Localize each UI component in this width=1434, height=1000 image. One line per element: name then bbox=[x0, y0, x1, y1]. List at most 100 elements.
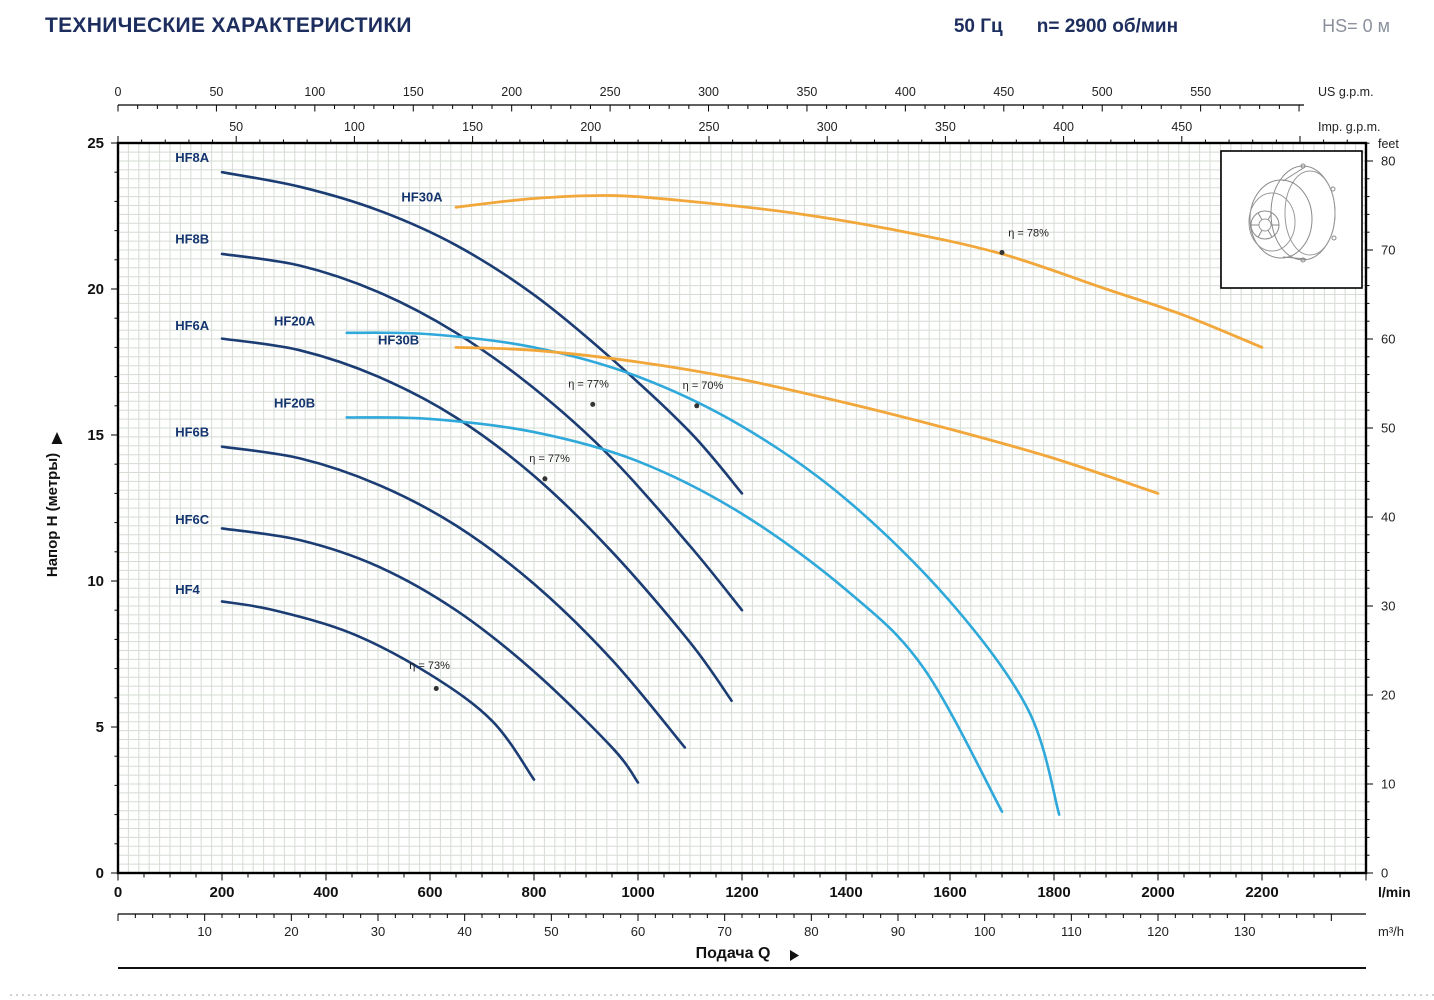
m3h-unit: m³/h bbox=[1378, 924, 1404, 939]
svg-text:250: 250 bbox=[600, 85, 621, 99]
svg-text:450: 450 bbox=[993, 85, 1014, 99]
feet-unit: feet bbox=[1378, 137, 1399, 151]
svg-text:20: 20 bbox=[1381, 687, 1395, 702]
svg-text:1800: 1800 bbox=[1037, 884, 1070, 901]
svg-text:50: 50 bbox=[229, 120, 243, 134]
svg-text:0: 0 bbox=[114, 884, 122, 901]
svg-text:40: 40 bbox=[457, 924, 471, 939]
axis-head-m: 0 5 10 15 20 25 bbox=[87, 135, 118, 882]
svg-text:90: 90 bbox=[891, 924, 905, 939]
efficiency-label: η = 73% bbox=[409, 660, 450, 672]
pump-image bbox=[1220, 150, 1363, 289]
axis-m3h: 10 20 30 40 50 60 70 80 90 100 110 120 130 m³/h bbox=[117, 913, 1404, 939]
svg-text:30: 30 bbox=[371, 924, 385, 939]
axis-feet: 0 10 20 30 40 50 60 70 80 feet bbox=[1366, 137, 1399, 881]
efficiency-dot bbox=[694, 403, 700, 409]
svg-text:80: 80 bbox=[1381, 153, 1395, 168]
svg-text:5: 5 bbox=[96, 719, 104, 736]
curve-label-hf6b: HF6B bbox=[175, 424, 209, 439]
frequency-value: 50 Гц bbox=[953, 16, 1003, 37]
svg-text:550: 550 bbox=[1190, 85, 1211, 99]
curve-hf8b bbox=[220, 252, 744, 612]
efficiency-dot bbox=[433, 685, 439, 691]
efficiency-label: η = 77% bbox=[529, 453, 570, 465]
efficiency-labels: η = 78% η = 77% η = 70% η = 77% η = 73% bbox=[409, 227, 1049, 691]
svg-text:1000: 1000 bbox=[621, 884, 654, 901]
efficiency-dot bbox=[590, 401, 596, 407]
x-axis-arrow-icon bbox=[790, 950, 799, 961]
curve-label-hf6c: HF6C bbox=[175, 512, 210, 527]
svg-text:70: 70 bbox=[1381, 242, 1395, 257]
header: ТЕХНИЧЕСКИЕ ХАРАКТЕРИСТИКИ 50 Гц n= 2900… bbox=[45, 14, 1390, 38]
svg-text:80: 80 bbox=[804, 924, 818, 939]
svg-text:250: 250 bbox=[699, 120, 720, 134]
svg-text:120: 120 bbox=[1147, 924, 1169, 939]
curve-hf6a bbox=[220, 337, 733, 703]
svg-text:200: 200 bbox=[580, 120, 601, 134]
svg-text:300: 300 bbox=[817, 120, 838, 134]
specs: 50 Гц n= 2900 об/мин HS= 0 м bbox=[954, 16, 1390, 38]
svg-text:0: 0 bbox=[115, 85, 122, 99]
svg-text:10: 10 bbox=[197, 924, 211, 939]
us-gpm-unit: US g.p.m. bbox=[1318, 85, 1374, 99]
svg-text:1400: 1400 bbox=[829, 884, 862, 901]
curve-hf20b bbox=[345, 416, 1004, 813]
curve-hf30a bbox=[454, 194, 1264, 349]
lmin-unit: l/min bbox=[1378, 884, 1411, 900]
svg-text:2000: 2000 bbox=[1141, 884, 1174, 901]
curve-hf6b bbox=[220, 445, 687, 749]
curve-label-hf20a: HF20A bbox=[274, 314, 316, 329]
x-axis-title: Подача Q bbox=[696, 945, 771, 962]
svg-text:20: 20 bbox=[87, 281, 104, 298]
svg-text:350: 350 bbox=[797, 85, 818, 99]
svg-text:200: 200 bbox=[209, 884, 234, 901]
pump-curves bbox=[220, 170, 1264, 816]
svg-text:60: 60 bbox=[631, 924, 645, 939]
svg-text:350: 350 bbox=[935, 120, 956, 134]
x-axis-title-group: Подача Q bbox=[696, 945, 799, 962]
curve-hf30b bbox=[454, 346, 1160, 495]
svg-text:150: 150 bbox=[462, 120, 483, 134]
speed-value: n= 2900 об/мин bbox=[1036, 16, 1179, 37]
svg-text:50: 50 bbox=[209, 85, 223, 99]
svg-text:800: 800 bbox=[521, 884, 546, 901]
svg-text:70: 70 bbox=[717, 924, 731, 939]
svg-text:50: 50 bbox=[544, 924, 558, 939]
curve-label-hf6a: HF6A bbox=[175, 318, 210, 333]
svg-text:100: 100 bbox=[974, 924, 996, 939]
curve-label-hf20b: HF20B bbox=[274, 395, 315, 410]
svg-text:150: 150 bbox=[403, 85, 424, 99]
curve-hf20a bbox=[345, 331, 1061, 816]
curve-label-hf4: HF4 bbox=[175, 582, 200, 597]
svg-text:130: 130 bbox=[1234, 924, 1256, 939]
svg-text:10: 10 bbox=[87, 573, 104, 590]
svg-text:110: 110 bbox=[1061, 924, 1082, 939]
svg-text:0: 0 bbox=[96, 865, 104, 882]
efficiency-label: η = 70% bbox=[683, 380, 724, 392]
curve-hf8a bbox=[220, 170, 744, 495]
axis-lmin: 0 200 400 600 800 1000 1200 1400 1600 1800 2000 220… bbox=[114, 873, 1411, 901]
svg-text:40: 40 bbox=[1381, 509, 1395, 524]
svg-text:10: 10 bbox=[1381, 776, 1395, 791]
efficiency-dot bbox=[999, 250, 1005, 255]
svg-text:500: 500 bbox=[1092, 85, 1113, 99]
curve-labels: HF8A HF8B HF6A HF6B HF6C HF4 HF20A HF20B HF30A HF… bbox=[175, 150, 443, 597]
curve-hf4 bbox=[220, 600, 536, 781]
svg-text:60: 60 bbox=[1381, 331, 1395, 346]
svg-text:400: 400 bbox=[1053, 120, 1074, 134]
svg-text:300: 300 bbox=[698, 85, 719, 99]
axis-imp-gpm: 50 100 150 200 250 300 350 400 450 Imp. g.p.m. bbox=[117, 120, 1381, 143]
svg-text:450: 450 bbox=[1171, 120, 1192, 134]
svg-text:200: 200 bbox=[501, 85, 522, 99]
svg-text:100: 100 bbox=[304, 85, 325, 99]
efficiency-label: η = 78% bbox=[1008, 227, 1049, 239]
svg-text:0: 0 bbox=[1381, 866, 1388, 881]
svg-text:2200: 2200 bbox=[1245, 884, 1278, 901]
svg-text:600: 600 bbox=[417, 884, 442, 901]
y-axis-arrow-icon bbox=[51, 432, 63, 444]
svg-text:400: 400 bbox=[895, 85, 916, 99]
efficiency-label: η = 77% bbox=[568, 379, 609, 391]
svg-text:1600: 1600 bbox=[933, 884, 966, 901]
